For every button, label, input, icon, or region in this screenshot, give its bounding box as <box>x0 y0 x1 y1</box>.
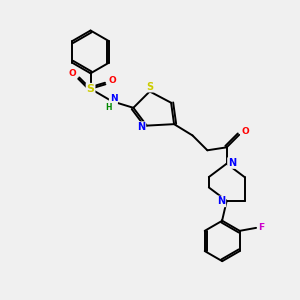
Text: O: O <box>241 128 249 136</box>
Text: N: N <box>217 196 225 206</box>
Text: N: N <box>110 94 117 103</box>
Text: F: F <box>258 224 265 232</box>
Text: S: S <box>87 84 94 94</box>
Text: S: S <box>146 82 153 92</box>
Text: O: O <box>69 69 76 78</box>
Text: N: N <box>228 158 236 168</box>
Text: O: O <box>108 76 116 85</box>
Text: H: H <box>106 103 112 112</box>
Text: N: N <box>137 122 146 132</box>
